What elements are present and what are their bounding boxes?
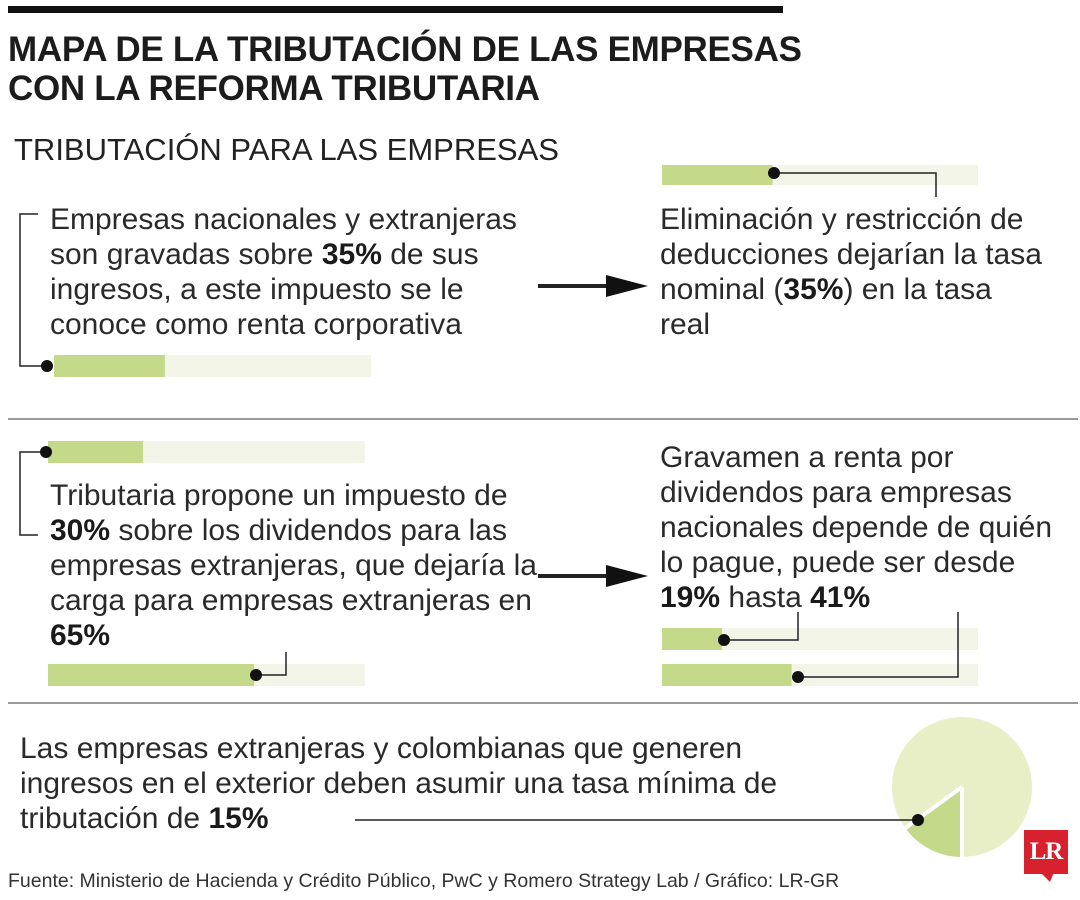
- national-max-rate: 41%: [810, 581, 871, 614]
- connector-line: [19, 451, 46, 536]
- deductions-text-b: ) en la tasa real: [660, 273, 992, 341]
- connector-line: [724, 612, 799, 641]
- foreign-total-rate: 65%: [50, 619, 111, 652]
- connector-dot: [41, 360, 53, 372]
- bar-fill: [54, 355, 165, 377]
- national-min-rate: 19%: [660, 581, 721, 614]
- arrow-head: [606, 275, 648, 297]
- dividends-foreign-text-a: Tributaria propone un impuesto de: [50, 479, 508, 512]
- bar-fill: [662, 165, 773, 185]
- lr-logo: LR: [1024, 830, 1068, 874]
- connector-dot: [792, 671, 804, 683]
- minimum-tax-text: Las empresas extranjeras y colombianas q…: [20, 731, 820, 836]
- pie-slice: [905, 787, 962, 857]
- source-note: Fuente: Ministerio de Hacienda y Crédito…: [8, 870, 840, 892]
- connector-dot: [912, 814, 924, 826]
- arrow-head: [606, 565, 648, 587]
- bar-track: [662, 628, 978, 650]
- deductions-rate: 35%: [783, 273, 844, 306]
- minimum-tax-rate: 15%: [208, 802, 269, 835]
- bar-fill: [662, 628, 722, 650]
- dividends-foreign-rate: 30%: [50, 514, 111, 547]
- minimum-tax-text-a: Las empresas extranjeras y colombianas q…: [20, 732, 778, 835]
- corporate-tax-text-a: Empresas nacionales y extranjeras son gr…: [50, 203, 517, 271]
- bar-fill: [48, 664, 255, 686]
- connector-dot: [40, 446, 52, 458]
- connector-line: [774, 172, 937, 197]
- corporate-tax-text: Empresas nacionales y extranjeras son gr…: [50, 202, 550, 342]
- logo-tail-icon: [1040, 872, 1054, 882]
- page-title: MAPA DE LA TRIBUTACIÓN DE LAS EMPRESAS C…: [8, 30, 802, 108]
- connector-line: [798, 612, 959, 678]
- connector-line: [256, 652, 287, 676]
- corporate-tax-text-b: de sus ingresos, a este impuesto se le c…: [50, 238, 479, 341]
- deductions-text-a: Eliminación y restricción de deducciones…: [660, 203, 1042, 306]
- section-divider: [8, 702, 1078, 704]
- connector-dot: [768, 167, 780, 179]
- deductions-text: Eliminación y restricción de deducciones…: [660, 202, 1050, 342]
- dividends-foreign-text-b: sobre los dividendos para las empresas e…: [50, 514, 537, 617]
- dividends-foreign-text: Tributaria propone un impuesto de 30% so…: [50, 478, 550, 653]
- bar-fill: [662, 664, 792, 686]
- connector-line: [19, 213, 47, 367]
- section-subtitle: TRIBUTACIÓN PARA LAS EMPRESAS: [14, 132, 559, 167]
- bar-fill: [48, 441, 144, 463]
- dividends-national-text-a: Gravamen a renta por dividendos para emp…: [660, 441, 1053, 579]
- dividends-national-text-b: hasta: [720, 581, 811, 614]
- connector-dot: [250, 669, 262, 681]
- top-rule: [8, 6, 783, 13]
- connector-dot: [718, 634, 730, 646]
- dividends-national-text: Gravamen a renta por dividendos para emp…: [660, 440, 1060, 615]
- corporate-tax-rate: 35%: [321, 238, 382, 271]
- section-divider: [8, 418, 1078, 420]
